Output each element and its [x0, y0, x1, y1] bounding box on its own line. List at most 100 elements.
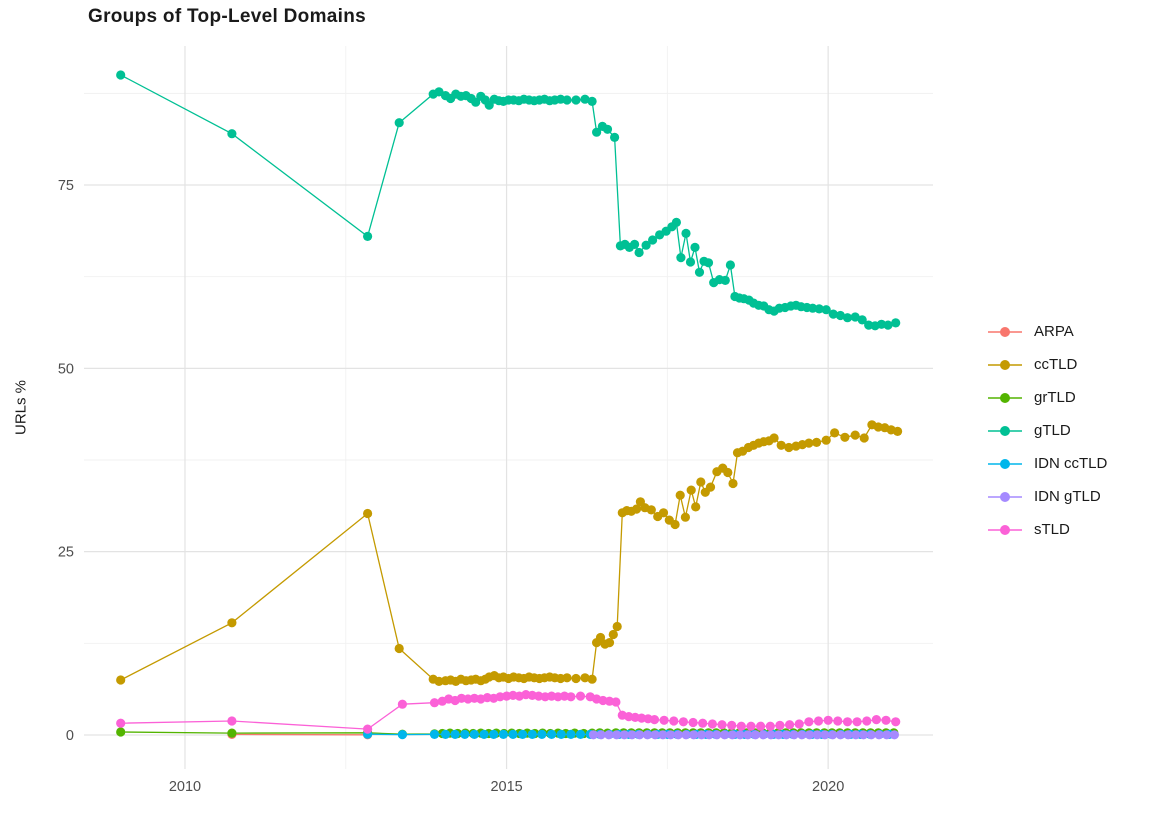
data-point-gtld [592, 127, 602, 137]
data-point-idn-cctld [575, 729, 586, 740]
data-point-idn-gtld [882, 730, 892, 740]
data-point-gtld [720, 275, 730, 285]
y-tick-label: 0 [66, 728, 74, 744]
data-point-idn-gtld [727, 730, 737, 740]
data-point-stld [785, 720, 795, 730]
data-point-cctld [675, 490, 685, 500]
x-tick-label: 2015 [490, 779, 522, 795]
data-point-gtld [641, 240, 651, 250]
data-point-gtld [634, 247, 644, 258]
data-point-idn-gtld [689, 730, 699, 740]
data-point-stld [842, 717, 853, 727]
data-point-cctld [562, 673, 572, 683]
data-point-stld [823, 715, 833, 725]
data-point-gtld [694, 267, 705, 277]
y-tick-label: 25 [58, 545, 74, 561]
data-point-cctld [859, 433, 869, 443]
data-point-idn-gtld [673, 730, 683, 740]
data-point-cctld [595, 632, 606, 643]
data-point-gtld [630, 239, 640, 249]
data-point-gtld [842, 313, 853, 323]
data-point-gtld [580, 94, 590, 104]
data-point-stld [765, 721, 775, 731]
legend-key-dot [1000, 524, 1010, 535]
data-point-stld [575, 691, 586, 701]
data-point-cctld [821, 435, 831, 445]
legend-item-cctld: ccTLD [987, 348, 1107, 381]
data-point-idn-gtld [596, 730, 606, 740]
data-point-cctld [840, 432, 850, 442]
data-point-idn-cctld [508, 729, 518, 740]
chart-title: Groups of Top-Level Domains [88, 6, 366, 27]
data-point-idn-cctld [469, 729, 479, 740]
legend-key-icon [988, 359, 1022, 370]
data-point-idn-gtld [712, 730, 722, 740]
data-point-idn-cctld [450, 729, 460, 740]
data-point-stld [611, 697, 621, 707]
data-point-idn-gtld [604, 730, 614, 740]
data-point-idn-gtld [743, 730, 753, 740]
data-point-stld [746, 721, 756, 731]
data-point-stld [756, 721, 766, 731]
data-point-gtld [671, 217, 682, 227]
data-point-cctld [850, 430, 860, 440]
data-point-idn-gtld [642, 730, 653, 740]
data-point-idn-cctld [440, 729, 451, 740]
data-point-gtld [602, 124, 613, 134]
data-point-stld [669, 716, 679, 726]
data-point-idn-gtld [635, 730, 645, 740]
series-stld [116, 690, 901, 734]
data-point-idn-gtld [588, 730, 599, 740]
data-point-cctld [571, 673, 581, 684]
data-point-grtld [116, 727, 126, 737]
data-point-idn-gtld [828, 730, 838, 740]
data-point-gtld [394, 118, 404, 128]
data-point-stld [649, 715, 660, 725]
y-tick-label: 75 [58, 178, 74, 194]
data-point-idn-gtld [843, 730, 853, 740]
x-tick-label: 2020 [812, 779, 844, 795]
data-point-cctld [580, 673, 590, 683]
data-point-idn-gtld [619, 730, 629, 740]
data-point-gtld [725, 260, 736, 270]
data-point-idn-gtld [750, 730, 761, 740]
legend-key-dot [1000, 425, 1010, 436]
data-point-idn-gtld [720, 730, 730, 740]
data-point-cctld [394, 643, 404, 654]
data-point-stld [736, 721, 746, 731]
data-point-stld [688, 717, 698, 728]
data-point-idn-cctld [460, 729, 470, 740]
data-point-idn-gtld [820, 730, 830, 740]
legend-key-icon [988, 458, 1022, 469]
data-point-idn-gtld [797, 730, 807, 740]
data-point-grtld [227, 728, 237, 738]
data-point-cctld [604, 638, 615, 648]
data-point-idn-cctld [498, 729, 508, 740]
data-point-stld [717, 720, 727, 730]
data-point-gtld [676, 253, 686, 263]
data-point-stld [566, 692, 576, 702]
data-point-stld [862, 716, 872, 726]
data-point-idn-gtld [789, 730, 799, 740]
data-point-stld [813, 716, 824, 726]
data-point-cctld [691, 502, 701, 512]
data-point-cctld [728, 478, 738, 489]
data-point-stld [707, 719, 718, 729]
data-point-idn-gtld [812, 730, 822, 740]
data-point-idn-cctld [479, 729, 489, 740]
data-point-gtld [685, 257, 696, 267]
data-point-idn-cctld [547, 729, 557, 740]
data-point-cctld [680, 512, 691, 522]
data-point-stld [429, 698, 440, 708]
data-point-gtld [116, 70, 126, 80]
data-point-idn-cctld [489, 729, 499, 740]
data-point-stld [852, 717, 862, 727]
legend-item-label: ARPA [1034, 323, 1074, 340]
data-point-stld [227, 716, 237, 726]
data-point-cctld [769, 433, 779, 443]
data-point-cctld [612, 621, 622, 632]
legend-key-dot [1000, 491, 1010, 502]
data-point-gtld [227, 129, 237, 139]
